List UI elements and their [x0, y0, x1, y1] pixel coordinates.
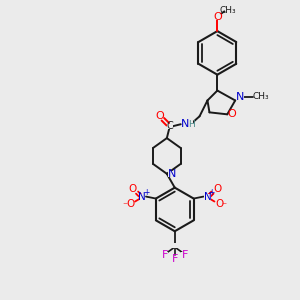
- Text: F: F: [162, 250, 168, 260]
- Text: O: O: [213, 12, 222, 22]
- Text: N: N: [204, 192, 212, 202]
- Text: ⁻: ⁻: [222, 202, 227, 212]
- Text: O: O: [228, 109, 237, 119]
- Bar: [156, 113, 164, 119]
- Bar: [139, 194, 145, 200]
- Bar: [214, 186, 221, 192]
- Text: N: N: [168, 169, 176, 179]
- Bar: [168, 171, 175, 177]
- Bar: [229, 111, 236, 117]
- Text: F: F: [172, 254, 178, 264]
- Text: C: C: [167, 121, 173, 131]
- Bar: [129, 186, 136, 192]
- Text: CH₃: CH₃: [253, 92, 269, 101]
- Text: +: +: [143, 188, 149, 197]
- Text: CH₃: CH₃: [220, 6, 237, 15]
- Text: +: +: [208, 188, 215, 197]
- Text: O: O: [213, 184, 221, 194]
- Bar: [183, 121, 193, 127]
- Bar: [204, 194, 211, 200]
- Bar: [216, 202, 223, 208]
- Text: O: O: [128, 184, 136, 194]
- Text: N: N: [181, 119, 189, 129]
- Bar: [127, 202, 134, 208]
- Bar: [181, 252, 188, 258]
- Bar: [161, 252, 168, 258]
- Bar: [172, 243, 178, 248]
- Bar: [214, 14, 221, 20]
- Text: N: N: [138, 192, 146, 202]
- Text: F: F: [182, 250, 188, 260]
- Bar: [237, 94, 244, 100]
- Bar: [167, 124, 173, 129]
- Text: ⁻: ⁻: [123, 202, 128, 212]
- Bar: [171, 256, 178, 262]
- Text: O: O: [215, 200, 223, 209]
- Text: N: N: [236, 92, 244, 103]
- Text: H: H: [188, 120, 195, 129]
- Text: O: O: [155, 111, 164, 121]
- Text: O: O: [126, 200, 134, 209]
